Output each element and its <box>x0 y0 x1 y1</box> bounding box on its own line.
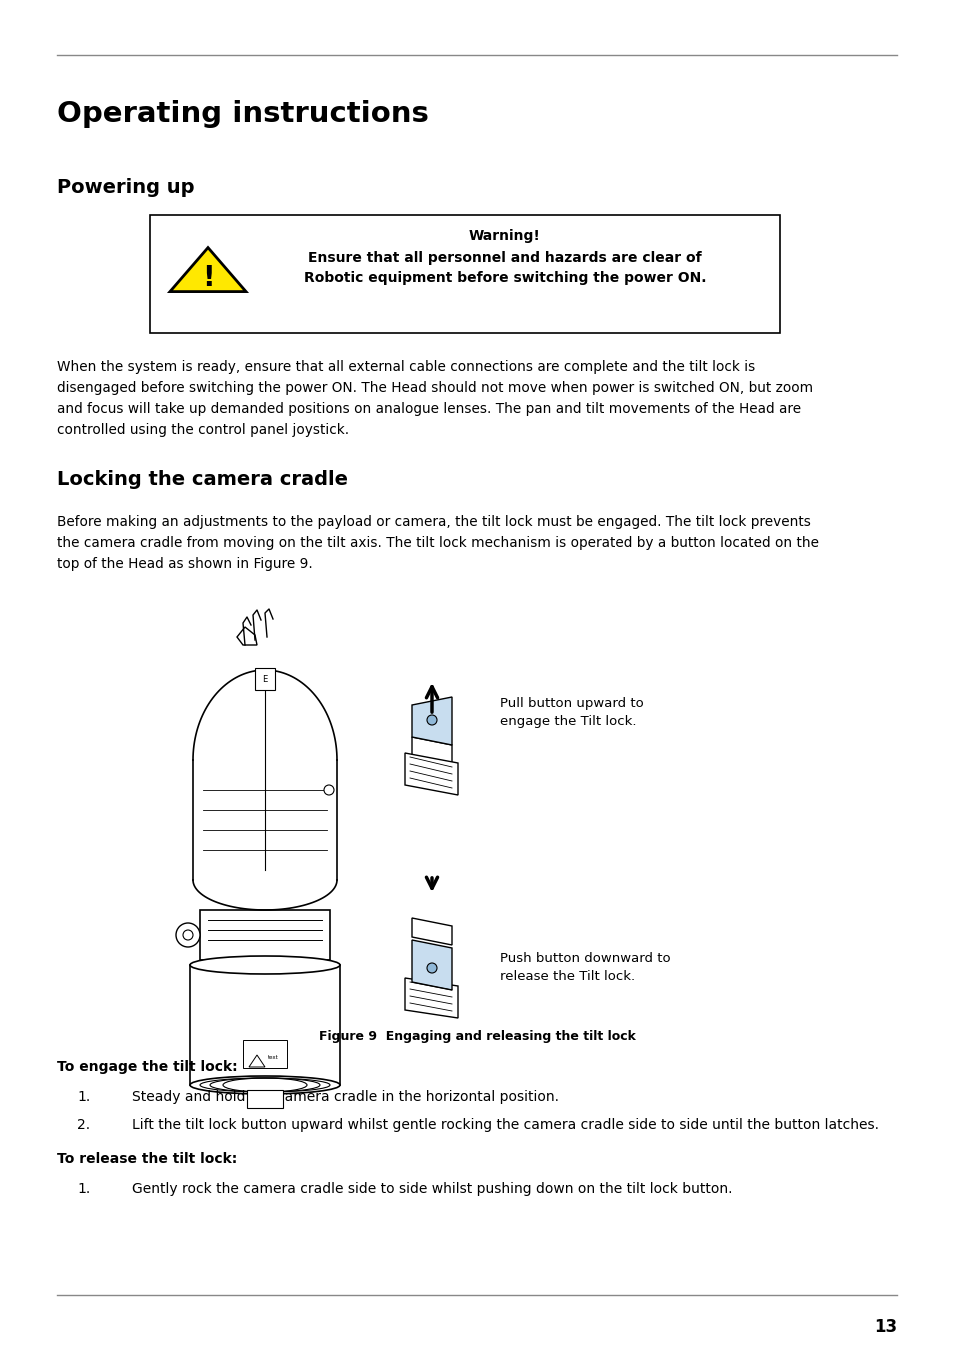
Bar <box>254 668 274 690</box>
Circle shape <box>427 963 436 973</box>
Ellipse shape <box>190 956 339 973</box>
Bar <box>243 1040 287 1068</box>
Text: Push button downward to
release the Tilt lock.: Push button downward to release the Tilt… <box>499 953 670 984</box>
Text: Warning!: Warning! <box>469 230 540 243</box>
Circle shape <box>427 716 436 725</box>
Polygon shape <box>412 918 452 945</box>
Circle shape <box>175 923 200 946</box>
Circle shape <box>324 784 334 795</box>
Bar <box>190 965 339 1085</box>
Polygon shape <box>412 737 452 765</box>
Text: E: E <box>262 675 268 683</box>
Text: Before making an adjustments to the payload or camera, the tilt lock must be eng: Before making an adjustments to the payl… <box>57 514 818 571</box>
FancyBboxPatch shape <box>200 910 330 960</box>
Text: Gently rock the camera cradle side to side whilst pushing down on the tilt lock : Gently rock the camera cradle side to si… <box>132 1183 732 1196</box>
Text: To engage the tilt lock:: To engage the tilt lock: <box>57 1060 237 1075</box>
Text: Operating instructions: Operating instructions <box>57 100 429 128</box>
Polygon shape <box>249 1054 265 1067</box>
Text: Ensure that all personnel and hazards are clear of
Robotic equipment before swit: Ensure that all personnel and hazards ar… <box>303 251 705 285</box>
Polygon shape <box>405 753 457 795</box>
Polygon shape <box>170 247 246 292</box>
Bar <box>150 215 780 333</box>
Text: 2.: 2. <box>77 1118 90 1133</box>
Text: 1.: 1. <box>77 1089 91 1104</box>
Text: Locking the camera cradle: Locking the camera cradle <box>57 470 348 489</box>
Text: 13: 13 <box>873 1318 896 1336</box>
Text: Lift the tilt lock button upward whilst gentle rocking the camera cradle side to: Lift the tilt lock button upward whilst … <box>132 1118 878 1133</box>
Text: When the system is ready, ensure that all external cable connections are complet: When the system is ready, ensure that al… <box>57 360 812 437</box>
Text: !: ! <box>201 265 214 292</box>
Text: 1.: 1. <box>77 1183 91 1196</box>
Text: text: text <box>268 1054 278 1060</box>
Text: Pull button upward to
engage the Tilt lock.: Pull button upward to engage the Tilt lo… <box>499 698 643 729</box>
Polygon shape <box>412 940 452 990</box>
Ellipse shape <box>190 1076 339 1094</box>
Text: Steady and hold the camera cradle in the horizontal position.: Steady and hold the camera cradle in the… <box>132 1089 558 1104</box>
Text: Figure 9  Engaging and releasing the tilt lock: Figure 9 Engaging and releasing the tilt… <box>318 1030 635 1044</box>
Text: To release the tilt lock:: To release the tilt lock: <box>57 1152 237 1166</box>
Polygon shape <box>405 977 457 1018</box>
Circle shape <box>183 930 193 940</box>
Text: Powering up: Powering up <box>57 178 194 197</box>
Polygon shape <box>236 626 256 645</box>
Polygon shape <box>412 697 452 745</box>
Bar <box>247 1089 283 1108</box>
